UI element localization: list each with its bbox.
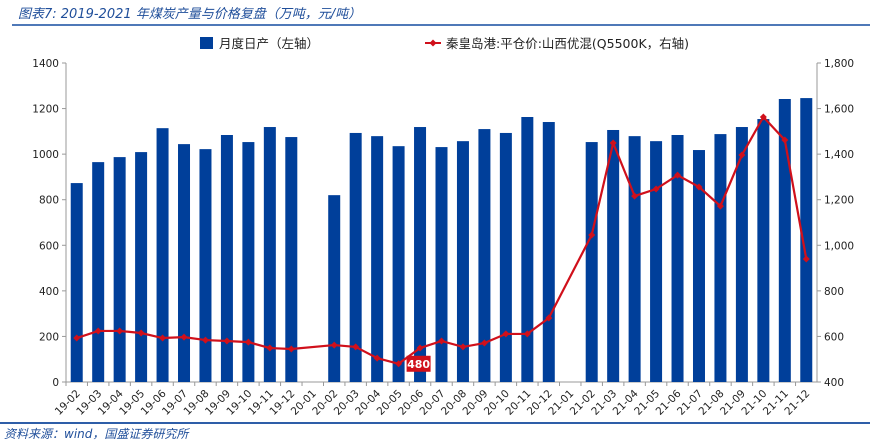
- bar: [456, 141, 469, 382]
- price-point: [609, 139, 617, 147]
- bar: [542, 122, 555, 382]
- price-point: [73, 334, 81, 342]
- price-point: [287, 345, 295, 353]
- price-point: [480, 339, 488, 347]
- price-point: [545, 314, 553, 322]
- right-tick-label: 600: [824, 331, 844, 343]
- price-point: [395, 360, 403, 368]
- bar: [113, 157, 126, 382]
- left-tick-label: 200: [39, 331, 59, 343]
- bar: [349, 132, 362, 382]
- bar: [70, 183, 83, 382]
- bar: [650, 141, 663, 382]
- price-point: [588, 231, 596, 239]
- left-tick-label: 400: [39, 286, 59, 298]
- price-point: [716, 202, 724, 210]
- bar: [414, 127, 427, 382]
- price-point: [438, 337, 445, 345]
- bar: [135, 152, 148, 382]
- bar: [778, 99, 791, 382]
- left-tick-label: 1000: [32, 149, 59, 161]
- price-point: [137, 329, 145, 337]
- price-point: [781, 136, 789, 144]
- bar: [585, 142, 598, 382]
- price-point: [330, 341, 338, 349]
- price-point: [695, 183, 703, 191]
- bar: [671, 135, 684, 382]
- bar: [607, 129, 620, 382]
- right-tick-label: 1,800: [824, 58, 854, 70]
- bar: [242, 142, 255, 382]
- bar: [692, 150, 705, 382]
- bar: [628, 136, 641, 382]
- bar: [285, 137, 298, 382]
- source-rule: [0, 422, 870, 424]
- bar: [199, 149, 212, 382]
- price-point: [223, 337, 231, 345]
- bar: [371, 136, 384, 382]
- left-tick-label: 1200: [32, 104, 59, 116]
- price-point: [416, 344, 424, 352]
- price-point: [523, 330, 531, 338]
- bar: [263, 127, 276, 382]
- legend-line-label: 秦皇岛港:平仓价:山西优混(Q5500K，右轴): [446, 36, 689, 51]
- source-note: 资料来源：wind，国盛证券研究所: [4, 427, 189, 441]
- left-tick-label: 0: [52, 377, 59, 389]
- legend-bar-label: 月度日产（左轴）: [219, 36, 319, 51]
- bar: [757, 119, 770, 382]
- price-point: [244, 338, 252, 346]
- bar: [178, 144, 191, 382]
- price-point: [802, 255, 810, 263]
- bar: [220, 135, 233, 382]
- price-point: [674, 171, 682, 179]
- right-tick-label: 400: [824, 377, 844, 389]
- price-point: [116, 327, 124, 335]
- bar: [156, 128, 169, 382]
- title-rule: [12, 24, 870, 26]
- annotation-box: [406, 355, 431, 372]
- price-point: [94, 327, 102, 335]
- annotation-label: 480: [407, 358, 430, 371]
- bar: [392, 146, 405, 382]
- price-point: [502, 330, 510, 338]
- left-tick-label: 600: [39, 240, 59, 252]
- right-tick-label: 1,000: [824, 240, 854, 252]
- left-tick-label: 800: [39, 195, 59, 207]
- right-tick-label: 1,200: [824, 195, 854, 207]
- price-point: [631, 192, 639, 200]
- right-tick-label: 1,600: [824, 104, 854, 116]
- bar: [478, 129, 491, 382]
- legend-bar-swatch: [200, 37, 213, 49]
- left-tick-label: 1400: [32, 58, 59, 70]
- price-point: [352, 343, 360, 351]
- bar: [499, 132, 512, 382]
- price-point: [201, 336, 209, 344]
- bar: [328, 195, 341, 382]
- right-tick-label: 1,400: [824, 149, 854, 161]
- bar: [92, 162, 105, 382]
- price-point: [373, 354, 381, 362]
- price-point: [459, 343, 467, 351]
- figure-title: 图表7: 2019-2021 年煤炭产量与价格复盘（万吨，元/吨）: [18, 7, 362, 22]
- right-tick-label: 800: [824, 286, 844, 298]
- price-point: [759, 113, 767, 121]
- price-point: [266, 344, 274, 352]
- bar: [435, 147, 448, 382]
- price-point: [180, 333, 188, 341]
- price-point: [738, 151, 746, 159]
- legend-line-marker: [429, 39, 437, 47]
- price-point: [652, 185, 660, 193]
- bar: [800, 98, 813, 382]
- bar: [735, 127, 748, 382]
- bar: [714, 134, 727, 382]
- bar: [521, 117, 534, 383]
- price-point: [159, 334, 167, 342]
